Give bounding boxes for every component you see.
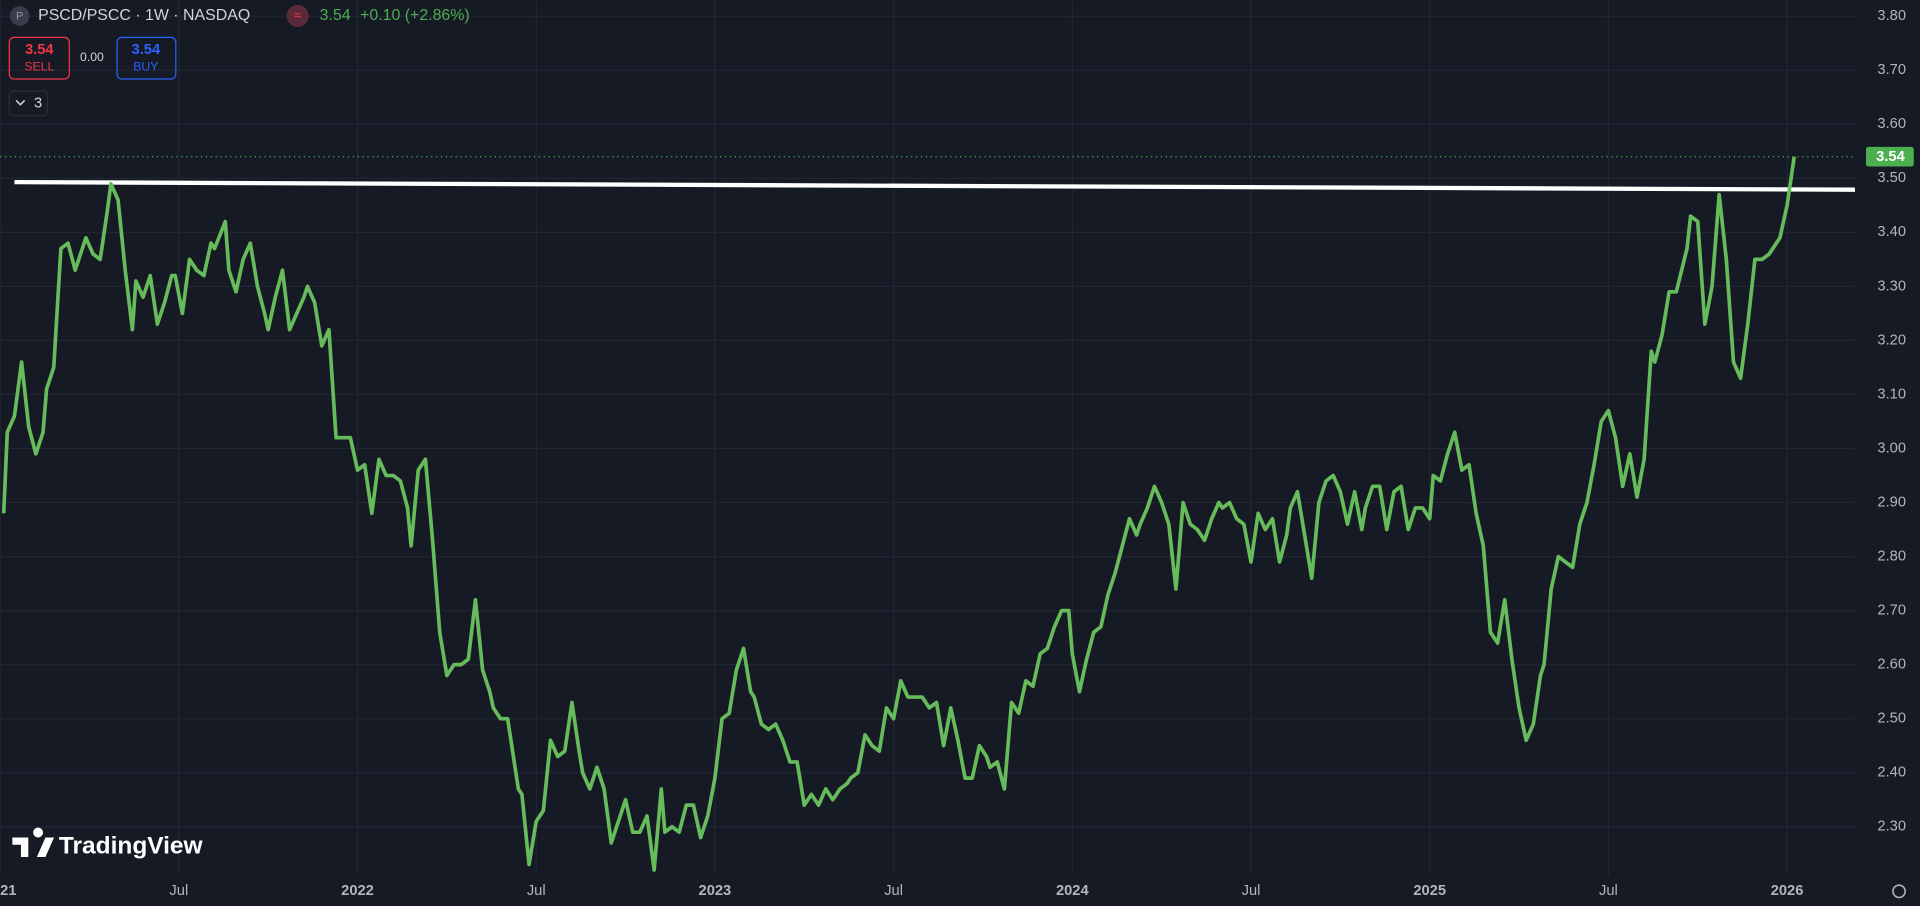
buy-price: 3.54 bbox=[132, 42, 161, 58]
buy-label: BUY bbox=[133, 60, 158, 74]
axis: 2.30 2.40 2.50 2.60 2.70 2.80 2.90 3.00 3.10 3.20… bbox=[0, 8, 1914, 899]
y-tick-label: 3.80 bbox=[1877, 8, 1906, 24]
last-price-label: 3.54 bbox=[1876, 149, 1905, 165]
x-tick-label: Jul bbox=[1242, 883, 1261, 899]
status-glyph: ≈ bbox=[294, 7, 302, 22]
brand-name: TradingView bbox=[59, 833, 204, 860]
symbol-icon-letter: P bbox=[16, 10, 23, 22]
y-tick-label: 2.40 bbox=[1877, 765, 1906, 781]
plot bbox=[0, 156, 1855, 872]
sell-button[interactable] bbox=[8, 36, 70, 80]
x-tick-label: 2021 bbox=[0, 883, 16, 899]
chevron bbox=[15, 99, 26, 106]
y-tick-label: 3.60 bbox=[1877, 116, 1906, 132]
y-tick-label: 2.80 bbox=[1877, 548, 1906, 564]
y-tick-label: 3.20 bbox=[1877, 332, 1906, 348]
y-tick-label: 2.60 bbox=[1877, 657, 1906, 673]
x-tick-label: Jul bbox=[884, 883, 903, 899]
status-icon[interactable] bbox=[286, 4, 309, 27]
sell-price: 3.54 bbox=[25, 42, 54, 58]
y-tick-label: 3.00 bbox=[1877, 440, 1906, 456]
x-tick-label: 2025 bbox=[1413, 883, 1446, 899]
x-tick-label: 2023 bbox=[699, 883, 732, 899]
y-tick-label: 2.90 bbox=[1877, 494, 1906, 510]
header-price: 3.54 bbox=[320, 7, 351, 24]
indicator-count: 3 bbox=[34, 95, 42, 111]
y-tick-label: 2.70 bbox=[1877, 602, 1906, 618]
indicator-toggle[interactable] bbox=[8, 90, 48, 117]
x-tick-label: Jul bbox=[527, 883, 546, 899]
header-change: +0.10 (+2.86%) bbox=[360, 7, 470, 24]
y-tick-label: 2.50 bbox=[1877, 711, 1906, 727]
sell-label: SELL bbox=[24, 60, 54, 74]
x-tick-label: Jul bbox=[169, 883, 188, 899]
y-tick-label: 2.30 bbox=[1877, 819, 1906, 835]
symbol-icon bbox=[9, 6, 30, 26]
x-tick-label: 2024 bbox=[1056, 883, 1090, 899]
y-tick-label: 3.50 bbox=[1877, 170, 1906, 186]
y-tick-label: 3.30 bbox=[1877, 278, 1906, 294]
y-tick-label: 3.40 bbox=[1877, 224, 1906, 240]
price-line bbox=[1, 156, 1797, 872]
y-tick-label: 3.70 bbox=[1877, 62, 1906, 78]
last-price-tag bbox=[1866, 146, 1914, 167]
x-tick-label: Jul bbox=[1599, 883, 1618, 899]
settings-icon[interactable] bbox=[1892, 884, 1906, 899]
brand-logo bbox=[12, 827, 54, 858]
x-tick-label: 2026 bbox=[1771, 883, 1804, 899]
y-tick-label: 3.10 bbox=[1877, 386, 1906, 402]
trend-line bbox=[14, 179, 1855, 192]
spread: 0.00 bbox=[80, 50, 104, 64]
symbol-title[interactable]: PSCD/PSCC · 1W · NASDAQ bbox=[38, 7, 250, 24]
x-tick-label: 2022 bbox=[341, 883, 374, 899]
buy-button[interactable] bbox=[116, 36, 177, 80]
